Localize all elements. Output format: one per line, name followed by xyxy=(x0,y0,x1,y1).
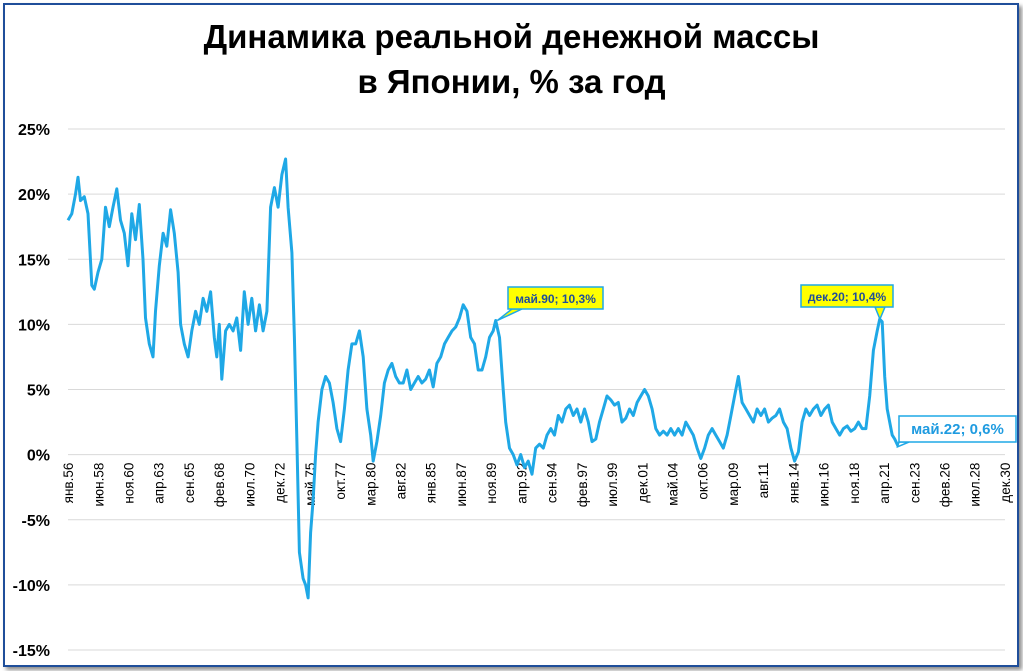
x-tick-label: июл.70 xyxy=(242,463,257,507)
annotation-label: дек.20; 10,4% xyxy=(808,290,887,304)
x-tick-label: янв.85 xyxy=(424,463,439,504)
x-tick-label: сен.23 xyxy=(907,463,922,503)
x-tick-label: янв.14 xyxy=(786,462,801,503)
x-tick-label: ноя.60 xyxy=(121,463,136,504)
x-tick-label: апр.21 xyxy=(877,463,892,504)
x-tick-label: ноя.18 xyxy=(847,463,862,504)
annotation-callout: май.90; 10,3% xyxy=(496,286,604,322)
x-tick-label: авг.11 xyxy=(756,463,771,499)
series-line xyxy=(66,157,900,600)
x-tick-label: мар.80 xyxy=(363,463,378,506)
x-tick-label: июн.58 xyxy=(91,463,106,507)
x-tick-label: окт.06 xyxy=(696,463,711,500)
y-tick-label: 0% xyxy=(27,448,50,465)
callout-pointer xyxy=(496,308,523,322)
x-tick-label: июн.16 xyxy=(817,463,832,507)
x-tick-label: июл.99 xyxy=(605,463,620,507)
y-tick-label: 15% xyxy=(18,252,50,269)
x-tick-label: дек.30 xyxy=(998,463,1013,503)
y-tick-label: -10% xyxy=(13,578,50,595)
annotation-callout: май.22; 0,6% xyxy=(896,415,1017,449)
x-tick-label: сен.65 xyxy=(182,463,197,503)
annotations: май.90; 10,3% дек.20; 10,4% май.22; 0,6% xyxy=(496,284,1017,449)
callout-pointer xyxy=(873,306,887,322)
x-tick-label: апр.63 xyxy=(152,463,167,504)
y-tick-label: -5% xyxy=(22,513,50,530)
x-tick-label: май.04 xyxy=(665,462,680,506)
y-tick-label: 5% xyxy=(27,383,50,400)
x-tick-label: сен.94 xyxy=(545,462,560,503)
chart-title-line2: в Японии, % за год xyxy=(357,63,666,100)
x-tick-label: авг.82 xyxy=(393,463,408,500)
x-tick-label: дек.01 xyxy=(635,463,650,503)
chart-frame xyxy=(3,3,1019,667)
x-tick-label: фев.97 xyxy=(575,463,590,508)
x-tick-label: мар.09 xyxy=(726,463,741,506)
x-tick-label: дек.72 xyxy=(273,463,288,503)
grid-lines xyxy=(68,128,1005,651)
x-tick-label: янв.56 xyxy=(61,463,76,504)
annotation-callout: дек.20; 10,4% xyxy=(800,284,894,322)
callout-box xyxy=(800,284,894,308)
x-tick-label: ноя.89 xyxy=(484,463,499,504)
y-tick-label: 25% xyxy=(18,122,50,139)
annotation-label: май.22; 0,6% xyxy=(911,421,1004,438)
chart-title: Динамика реальной денежной массы в Япони… xyxy=(0,14,1023,104)
callout-box xyxy=(507,286,604,310)
y-tick-label: -15% xyxy=(13,643,50,660)
data-series xyxy=(66,157,900,600)
x-tick-label: июн.87 xyxy=(454,463,469,507)
chart-title-line1: Динамика реальной денежной массы xyxy=(203,18,820,55)
y-tick-label: 20% xyxy=(18,187,50,204)
x-tick-label: окт.77 xyxy=(333,463,348,500)
x-tick-label: апр.92 xyxy=(514,463,529,504)
callout-box xyxy=(898,415,1017,443)
x-tick-label: июл.28 xyxy=(968,463,983,507)
x-tick-label: фев.26 xyxy=(937,463,952,508)
y-tick-label: 10% xyxy=(18,317,50,334)
x-tick-label: фев.68 xyxy=(212,463,227,508)
y-axis-ticks: -15% -10% -5% 0% 5% 10% 15% 20% 25% xyxy=(13,122,50,660)
x-axis-ticks: янв.56 июн.58 ноя.60 апр.63 сен.65 фев.68 июл.… xyxy=(61,462,1013,507)
annotation-label: май.90; 10,3% xyxy=(515,292,596,306)
